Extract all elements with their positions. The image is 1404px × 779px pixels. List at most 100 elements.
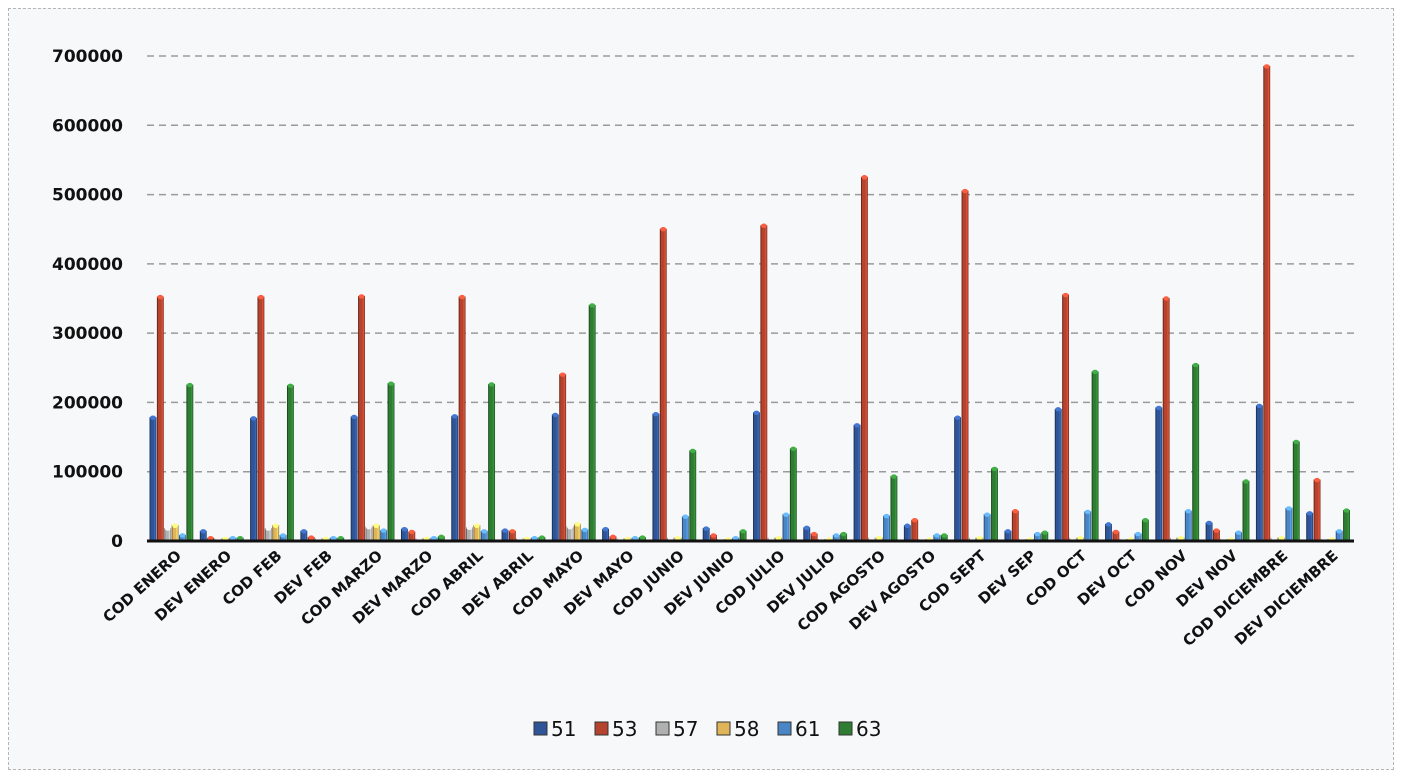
- y-axis-ticks: 0 100000 200000 300000 400000 500000 600000 700…: [52, 47, 123, 552]
- bar-series-53-3: [307, 535, 315, 542]
- bar-series-61-20: [1184, 509, 1192, 542]
- bar-series-63-22: [1292, 439, 1300, 542]
- bar-series-51-23: [1306, 511, 1314, 542]
- y-tick-label: 700000: [52, 47, 123, 67]
- bar-series-53-17: [1011, 509, 1019, 542]
- legend-label: 63: [856, 717, 881, 741]
- bar-series-57-0: [164, 526, 172, 542]
- bar-series-58-4: [372, 523, 380, 542]
- y-tick-label: 500000: [52, 186, 123, 206]
- bar-series-53-7: [508, 529, 516, 542]
- bar-series-51-7: [501, 528, 509, 542]
- bar-series-61-14: [883, 513, 890, 542]
- bar-series-53-8: [559, 372, 567, 542]
- bar-series-53-6: [458, 294, 466, 542]
- bar-series-53-21: [1213, 528, 1220, 542]
- bar-series-63-4: [387, 381, 395, 542]
- bar-series-58-2: [272, 523, 280, 542]
- bar-series-53-16: [961, 188, 969, 542]
- legend-item-61: 61: [777, 717, 820, 741]
- bar-series-57-2: [264, 526, 272, 542]
- bar-series-63-12: [789, 446, 797, 542]
- bar-series-63-23: [1343, 508, 1350, 542]
- legend-swatch: [716, 721, 731, 736]
- bar-series-51-4: [350, 414, 358, 542]
- y-tick-label: 200000: [52, 393, 123, 413]
- legend-swatch: [655, 721, 670, 736]
- bar-series-53-20: [1162, 296, 1170, 542]
- bar-series-63-2: [286, 383, 294, 542]
- x-tick-label: COD AGOSTO: [794, 547, 889, 635]
- bar-series-63-6: [488, 382, 496, 542]
- bar-series-51-20: [1155, 405, 1163, 542]
- bar-series-51-11: [702, 526, 710, 542]
- bar-series-51-13: [803, 525, 811, 542]
- bar-series-51-19: [1105, 522, 1112, 542]
- bar-series-53-15: [911, 518, 919, 542]
- bar-series-53-22: [1263, 64, 1271, 542]
- bar-series-53-19: [1112, 529, 1120, 542]
- legend-label: 57: [673, 717, 698, 741]
- bar-series-58-8: [573, 522, 581, 542]
- bar-series-53-0: [156, 294, 164, 542]
- bar-series-51-3: [300, 529, 308, 542]
- legend-item-63: 63: [838, 717, 881, 741]
- bar-series-58-6: [473, 523, 481, 542]
- bar-series-57-6: [466, 525, 473, 542]
- bar-series-51-1: [199, 529, 207, 542]
- bar-series-63-8: [588, 303, 596, 542]
- bar-series-51-9: [602, 527, 610, 542]
- bar-series-51-2: [250, 416, 257, 542]
- y-tick-label: 300000: [52, 324, 123, 344]
- bar-series-51-17: [1004, 529, 1012, 542]
- bar-series-61-10: [681, 514, 689, 542]
- y-tick-label: 400000: [52, 255, 123, 275]
- bar-series-63-16: [991, 466, 998, 542]
- bar-series-53-9: [609, 534, 617, 542]
- bar-series-51-21: [1205, 520, 1213, 542]
- legend-label: 61: [795, 717, 820, 741]
- bar-series-61-23: [1335, 529, 1343, 542]
- bar-series-57-8: [566, 524, 574, 542]
- bar-series-61-12: [782, 512, 790, 542]
- x-tick-label: DEV AGOSTO: [845, 547, 939, 634]
- y-tick-label: 600000: [52, 116, 123, 136]
- legend-item-51: 51: [533, 717, 576, 741]
- bar-series-51-16: [954, 415, 962, 542]
- bar-series-61-22: [1285, 506, 1293, 542]
- bar-series-53-18: [1062, 292, 1070, 542]
- bar-series-53-4: [358, 294, 365, 542]
- bar-series-63-19: [1141, 518, 1149, 542]
- chart-frame: 0 100000 200000 300000 400000 500000 600000 700…: [8, 8, 1394, 770]
- bar-series-53-23: [1313, 477, 1321, 542]
- y-tick-label: 100000: [52, 463, 123, 483]
- bar-series-51-0: [149, 415, 157, 542]
- bar-series-61-19: [1134, 531, 1142, 542]
- bar-series-61-18: [1084, 509, 1092, 542]
- bar-series-61-8: [581, 527, 589, 542]
- bar-series-61-6: [480, 529, 488, 542]
- bar-series-61-4: [380, 528, 388, 542]
- bar-series-63-0: [186, 382, 194, 542]
- bar-series-58-0: [171, 523, 179, 542]
- bar-series-51-12: [753, 410, 760, 542]
- legend-label: 53: [612, 717, 637, 741]
- bar-series-51-22: [1255, 403, 1263, 542]
- bar-series-51-8: [551, 412, 559, 542]
- legend-label: 58: [734, 717, 759, 741]
- bar-series-63-18: [1091, 369, 1099, 542]
- bar-chart: 0 100000 200000 300000 400000 500000 600000 700…: [52, 47, 1354, 741]
- y-tick-label: 0: [111, 532, 123, 552]
- bar-series-63-21: [1242, 479, 1250, 542]
- bar-series-63-11: [739, 529, 747, 542]
- bar-series-51-15: [903, 523, 911, 542]
- gridlines: [147, 55, 1354, 473]
- bar-series-61-21: [1235, 530, 1243, 542]
- bar-series-61-16: [983, 512, 991, 542]
- bar-series-57-4: [365, 524, 373, 542]
- legend-item-57: 57: [655, 717, 698, 741]
- legend-item-53: 53: [594, 717, 637, 741]
- bar-series-53-14: [860, 175, 868, 542]
- bar-series-53-5: [408, 529, 416, 542]
